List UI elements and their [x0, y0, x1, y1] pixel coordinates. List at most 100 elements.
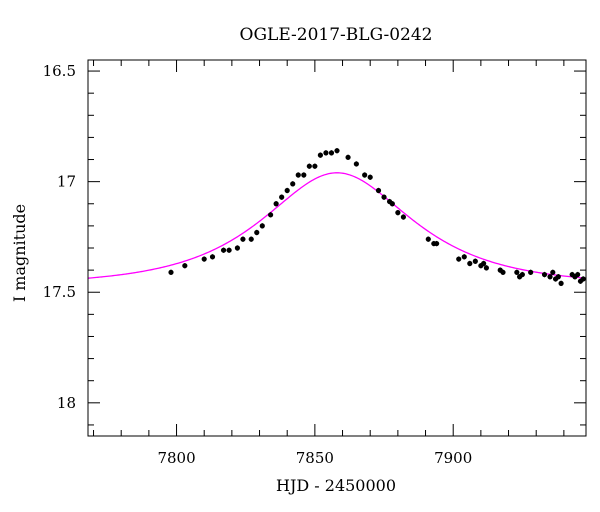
x-tick-label: 7900: [434, 449, 472, 467]
data-point: [362, 172, 368, 178]
data-point: [290, 181, 296, 187]
x-tick-label: 7800: [157, 449, 195, 467]
data-point: [279, 194, 285, 200]
data-point: [580, 276, 586, 282]
data-point: [334, 148, 340, 154]
data-point: [345, 154, 351, 160]
data-point: [528, 269, 534, 275]
data-marker: [226, 247, 232, 253]
data-marker: [434, 240, 440, 247]
data-point: [555, 274, 561, 280]
data-point: [575, 271, 581, 278]
data-point: [234, 245, 240, 251]
data-marker: [295, 172, 301, 178]
tick-labels-layer: 7800 7850 7900 16.5 17 17.5 18: [43, 62, 473, 467]
data-marker: [514, 269, 520, 275]
data-marker: [519, 271, 525, 278]
data-marker: [425, 236, 431, 242]
y-tick-label: 17: [57, 173, 76, 191]
data-point: [312, 163, 318, 169]
data-point: [541, 271, 548, 278]
data-marker: [367, 174, 373, 180]
y-tick-label: 18: [57, 394, 76, 412]
data-marker: [353, 161, 359, 167]
data-marker: [558, 280, 564, 286]
data-point: [226, 247, 232, 253]
y-axis-label: I magnitude: [10, 204, 29, 302]
data-marker: [273, 201, 279, 207]
data-point: [268, 212, 274, 218]
data-marker: [541, 271, 548, 278]
data-marker: [345, 154, 351, 160]
data-marker: [268, 212, 274, 218]
data-marker: [301, 172, 307, 178]
data-point: [514, 269, 520, 275]
data-point: [461, 254, 467, 260]
data-marker: [547, 274, 553, 280]
data-point: [519, 271, 525, 278]
ticks-layer: [88, 60, 586, 436]
data-point: [273, 201, 279, 207]
data-marker: [550, 269, 556, 275]
data-marker: [528, 269, 534, 275]
y-tick-label: 16.5: [43, 62, 76, 80]
data-point: [550, 269, 556, 275]
data-point: [353, 161, 359, 167]
model-layer: [87, 172, 587, 279]
data-point: [381, 194, 387, 200]
data-point: [248, 236, 254, 242]
data-marker: [461, 254, 467, 260]
data-point: [547, 274, 553, 280]
data-point: [467, 260, 473, 267]
data-marker: [317, 152, 323, 158]
data-point: [425, 236, 431, 242]
data-marker: [312, 163, 318, 169]
data-point: [483, 265, 489, 271]
data-marker: [209, 254, 216, 260]
data-point: [389, 201, 395, 207]
data-marker: [240, 236, 246, 242]
data-point: [295, 172, 301, 178]
x-tick-label: 7850: [296, 449, 334, 467]
plot-frame: [87, 59, 587, 437]
data-point: [434, 240, 440, 247]
data-point: [201, 256, 207, 262]
data-point: [301, 172, 307, 178]
data-marker: [234, 245, 240, 251]
data-marker: [328, 150, 335, 156]
data-marker: [290, 181, 296, 187]
data-point: [306, 163, 312, 169]
data-marker: [580, 276, 586, 282]
data-point: [259, 223, 265, 229]
data-marker: [483, 265, 489, 271]
data-marker: [481, 260, 487, 267]
data-marker: [334, 148, 340, 154]
data-point: [220, 247, 227, 253]
data-marker: [389, 201, 395, 207]
data-marker: [381, 194, 387, 200]
data-point: [558, 280, 564, 287]
chart-title: OGLE-2017-BLG-0242: [240, 25, 433, 45]
data-marker: [323, 150, 329, 156]
data-point: [481, 260, 487, 267]
data-marker: [400, 214, 406, 220]
data-marker: [467, 260, 473, 267]
data-point: [317, 152, 323, 158]
data-point: [284, 187, 290, 194]
data-point: [182, 263, 188, 269]
data-marker: [395, 210, 401, 216]
data-marker: [182, 263, 188, 269]
data-marker: [201, 256, 207, 262]
data-point: [367, 174, 373, 180]
data-point: [400, 214, 406, 220]
data-marker: [279, 194, 285, 200]
points-layer: [168, 148, 586, 287]
data-marker: [168, 269, 174, 275]
y-tick-label: 17.5: [43, 283, 76, 301]
data-marker: [362, 172, 368, 178]
model-curve: [87, 172, 587, 279]
data-marker: [456, 256, 462, 262]
data-point: [395, 209, 401, 216]
